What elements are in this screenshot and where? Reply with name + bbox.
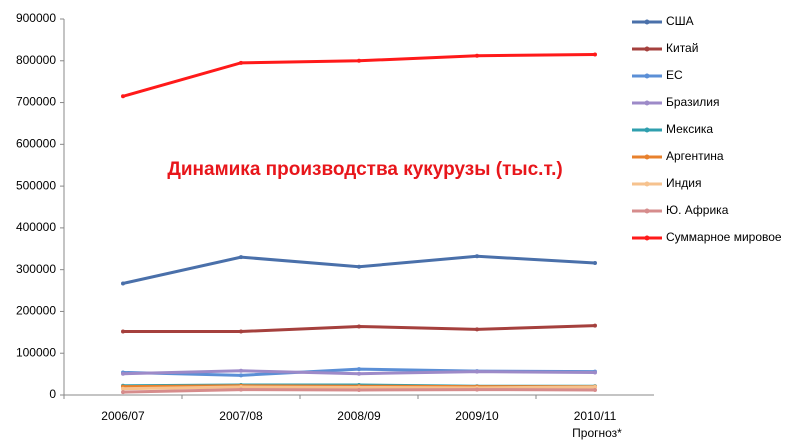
point	[239, 373, 243, 378]
x-tick-label: 2009/10	[455, 409, 499, 423]
legend-label: Мексика	[666, 122, 713, 136]
point	[593, 370, 597, 375]
y-tick-label: 300000	[16, 262, 56, 276]
point	[357, 264, 361, 269]
y-tick-label: 600000	[16, 137, 56, 151]
point	[357, 367, 361, 372]
x-annotation: Прогноз*	[572, 426, 622, 440]
legend-label: Бразилия	[666, 95, 720, 109]
point	[357, 324, 361, 329]
y-tick-label: 800000	[16, 53, 56, 67]
y-tick-label: 100000	[16, 345, 56, 359]
legend-marker	[644, 46, 650, 52]
y-tick-label: 700000	[16, 95, 56, 109]
series-line	[122, 254, 596, 285]
point	[593, 387, 597, 392]
point	[593, 52, 597, 57]
legend-label: Аргентина	[666, 149, 724, 163]
legend-label: Ю. Африка	[666, 203, 729, 217]
legend-marker	[644, 235, 650, 241]
legend-marker	[644, 127, 650, 133]
legend-marker	[644, 100, 650, 106]
legend-marker	[644, 19, 650, 25]
point	[593, 323, 597, 328]
legend-label: США	[666, 14, 694, 28]
point	[121, 371, 125, 376]
point	[121, 386, 125, 391]
legend-marker	[644, 208, 650, 214]
point	[475, 369, 479, 374]
legend-label: Суммарное мировое	[666, 230, 782, 244]
legend-marker	[644, 181, 650, 187]
point	[475, 53, 479, 58]
point	[357, 371, 361, 376]
legend-label: Китай	[666, 41, 698, 55]
legend-marker	[644, 154, 650, 160]
point	[239, 368, 243, 373]
y-tick-label: 200000	[16, 304, 56, 318]
y-tick-label: 400000	[16, 220, 56, 234]
point	[593, 385, 597, 390]
point	[593, 260, 597, 265]
point	[239, 255, 243, 260]
legend-label: Индия	[666, 176, 701, 190]
x-tick-label: 2007/08	[219, 409, 263, 423]
point	[357, 58, 361, 63]
chart-title: Динамика производства кукурузы (тыс.т.)	[167, 159, 562, 180]
point	[121, 94, 125, 99]
point	[239, 329, 243, 334]
point	[475, 387, 479, 392]
point	[239, 387, 243, 392]
point	[239, 60, 243, 65]
point	[121, 329, 125, 334]
point	[121, 390, 125, 395]
x-tick-label: 2010/11	[574, 409, 617, 423]
point	[475, 254, 479, 259]
point	[475, 327, 479, 332]
x-tick-label: 2008/09	[337, 409, 381, 423]
point	[121, 281, 125, 286]
y-tick-label: 500000	[16, 178, 56, 192]
x-tick-label: 2006/07	[101, 409, 145, 423]
point	[357, 387, 361, 392]
y-tick-label: 900000	[16, 11, 56, 25]
legend-label: ЕС	[666, 68, 683, 82]
legend-marker	[644, 73, 650, 79]
y-tick-label: 0	[49, 387, 56, 401]
